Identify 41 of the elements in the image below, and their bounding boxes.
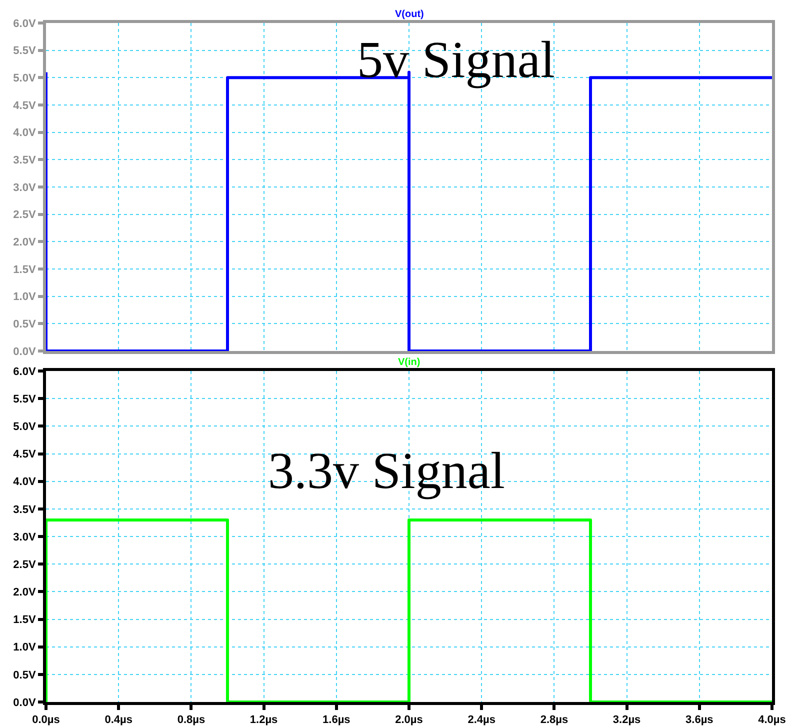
x-tick-label: 0.0µs <box>32 714 60 726</box>
y-tick-label: 4.5V <box>13 100 36 112</box>
annotation: 3.3v Signal <box>268 443 505 500</box>
y-tick-label: 5.0V <box>13 421 36 434</box>
y-tick-label: 6.0V <box>13 18 36 30</box>
y-tick-label: 3.0V <box>13 182 36 194</box>
y-tick-label: 0.5V <box>13 669 36 682</box>
x-tick-label: 2.0µs <box>395 714 423 726</box>
y-tick-label: 4.0V <box>13 476 36 488</box>
x-tick-label: 0.4µs <box>104 714 132 726</box>
y-tick-label: 2.0V <box>13 236 36 249</box>
y-tick-label: 3.5V <box>13 504 36 516</box>
x-tick-label: 1.2µs <box>250 714 278 726</box>
y-tick-label: 3.5V <box>13 154 36 167</box>
x-tick-label: 3.2µs <box>612 714 641 726</box>
y-tick-label: 5.5V <box>13 45 36 58</box>
y-tick-label: 6.0V <box>13 366 36 378</box>
y-tick-label: 4.0V <box>13 127 36 140</box>
x-tick-label: 1.6µs <box>322 714 350 726</box>
text: V(in) <box>398 357 420 368</box>
y-tick-label: 1.5V <box>13 264 36 276</box>
y-tick-label: 0.0V <box>13 696 36 709</box>
x-tick-label: 2.4µs <box>468 714 496 726</box>
y-tick-label: 1.5V <box>13 614 36 626</box>
y-tick-label: 2.5V <box>13 558 36 571</box>
annotation: 5v Signal <box>357 32 555 89</box>
x-tick-label: 4.0µs <box>758 714 786 726</box>
y-tick-label: 5.0V <box>13 72 36 85</box>
y-tick-label: 2.0V <box>13 586 36 599</box>
y-tick-label: 1.0V <box>13 291 36 304</box>
y-tick-label: 0.0V <box>13 346 36 358</box>
x-tick-label: 3.6µs <box>686 714 714 726</box>
y-tick-label: 5.5V <box>13 393 36 406</box>
text: V(out) <box>395 9 424 20</box>
y-tick-label: 2.5V <box>13 209 36 222</box>
y-tick-label: 0.5V <box>13 318 36 331</box>
x-tick-label: 0.8µs <box>177 714 206 726</box>
y-tick-label: 4.5V <box>13 448 36 461</box>
x-tick-label: 2.8µs <box>540 714 568 726</box>
y-tick-label: 3.0V <box>13 531 36 544</box>
y-tick-label: 1.0V <box>13 642 36 654</box>
